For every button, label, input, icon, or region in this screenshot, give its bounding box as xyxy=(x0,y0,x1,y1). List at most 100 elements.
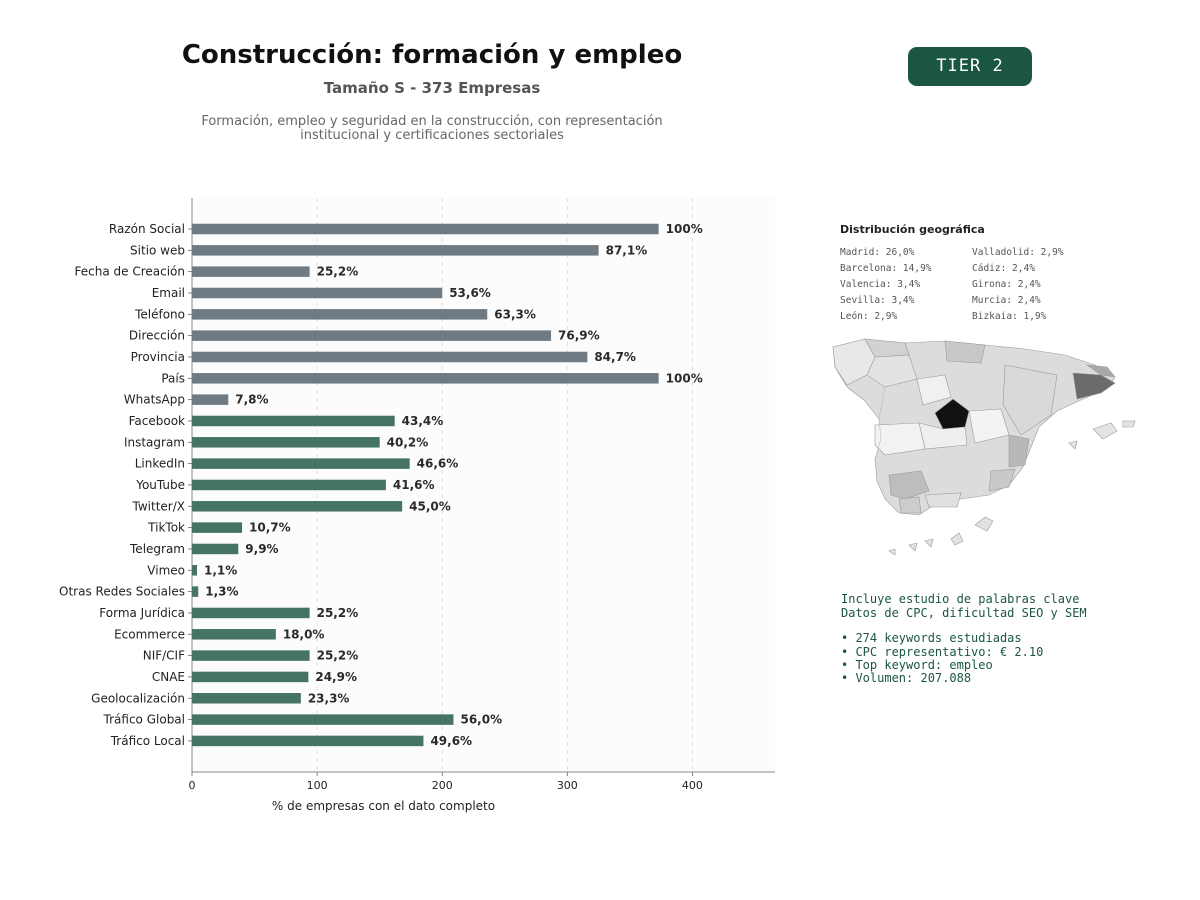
category-label: Fecha de Creación xyxy=(75,265,185,279)
x-tick-label: 200 xyxy=(432,779,453,792)
data-label: 49,6% xyxy=(430,734,472,748)
description-line-1: Formación, empleo y seguridad en la cons… xyxy=(201,114,663,129)
keyword-bullet: • Top keyword: empleo xyxy=(841,658,993,672)
map-region-madrid xyxy=(934,398,970,430)
category-label: Twitter/X xyxy=(132,499,185,513)
x-axis-label: % de empresas con el dato completo xyxy=(272,799,495,813)
category-label: TikTok xyxy=(147,521,185,535)
category-label: Tráfico Global xyxy=(103,713,185,727)
category-label: Dirección xyxy=(129,329,185,343)
keyword-bullet: • 274 keywords estudiadas xyxy=(841,631,1022,645)
map-region-murcia xyxy=(988,468,1016,492)
map-region-portugal-border xyxy=(866,374,886,460)
category-label: País xyxy=(161,371,185,385)
bar xyxy=(192,287,443,299)
map-region-canarias-2 xyxy=(950,532,964,546)
bar xyxy=(192,415,395,427)
map-region-canarias-4 xyxy=(908,542,918,552)
map-region-pais-vasco xyxy=(944,340,986,364)
data-label: 100% xyxy=(666,371,703,385)
keyword-bullet: • CPC representativo: € 2.10 xyxy=(841,645,1044,659)
category-label: Tráfico Local xyxy=(110,734,185,748)
geo-item-valencia: Valencia: 3,4% xyxy=(840,279,921,290)
map-region-barcelona xyxy=(1072,372,1116,400)
bar xyxy=(192,650,310,661)
bar xyxy=(192,330,552,341)
data-label: 23,3% xyxy=(308,691,350,705)
bar xyxy=(192,565,198,576)
bar xyxy=(192,458,410,469)
data-label: 1,3% xyxy=(205,585,238,599)
map-region-malaga xyxy=(924,492,962,508)
spain-map xyxy=(832,338,1136,556)
map-region-canarias-1 xyxy=(974,516,994,532)
map-region-aragon xyxy=(1002,364,1058,436)
map-region-leon xyxy=(866,354,918,388)
bar xyxy=(192,607,310,619)
category-label: YouTube xyxy=(135,478,185,492)
category-label: CNAE xyxy=(152,670,185,684)
bar xyxy=(192,543,239,555)
bar xyxy=(192,671,309,683)
geo-item-sevilla: Sevilla: 3,4% xyxy=(840,295,915,306)
category-label: Otras Redes Sociales xyxy=(59,585,185,599)
category-label: Telegram xyxy=(129,542,185,556)
x-tick-label: 100 xyxy=(307,779,328,792)
data-label: 41,6% xyxy=(393,478,435,492)
bar xyxy=(192,479,386,491)
bar xyxy=(192,501,403,512)
data-label: 24,9% xyxy=(315,670,357,684)
bar xyxy=(192,629,276,640)
bar xyxy=(192,522,243,533)
map-region-menorca xyxy=(1122,420,1136,428)
keywords-line-2: Datos de CPC, dificultad SEO y SEM xyxy=(841,606,1087,620)
data-label: 25,2% xyxy=(317,606,359,620)
bar xyxy=(192,309,488,320)
page-title: Construcción: formación y empleo xyxy=(181,40,683,70)
bar xyxy=(192,735,424,747)
category-label: Razón Social xyxy=(109,222,185,236)
geo-title: Distribución geográfica xyxy=(840,223,985,236)
map-region-valladolid xyxy=(916,374,952,406)
data-label: 25,2% xyxy=(317,649,359,663)
bar xyxy=(192,714,454,725)
data-label: 63,3% xyxy=(494,307,536,321)
x-tick-label: 0 xyxy=(189,779,196,792)
data-label: 45,0% xyxy=(409,499,451,513)
bar xyxy=(192,586,199,597)
data-label: 40,2% xyxy=(387,435,429,449)
category-label: Email xyxy=(152,286,185,300)
map-region-extremadura xyxy=(874,422,926,456)
category-label: Teléfono xyxy=(134,307,185,321)
x-tick-label: 300 xyxy=(557,779,578,792)
map-region-ibiza xyxy=(1068,440,1078,450)
geo-item-girona: Girona: 2,4% xyxy=(972,279,1041,290)
category-label: Facebook xyxy=(129,414,185,428)
bar xyxy=(192,351,588,363)
category-label: Forma Jurídica xyxy=(99,606,185,620)
tier-badge: TIER 2 xyxy=(908,47,1032,86)
data-label: 46,6% xyxy=(417,457,459,471)
keyword-bullet: • Volumen: 207.088 xyxy=(841,671,972,685)
geo-item-bizkaia: Bizkaia: 1,9% xyxy=(972,311,1047,322)
data-label: 53,6% xyxy=(449,286,491,300)
map-region-girona xyxy=(1085,364,1116,378)
geo-item-cadiz: Cádiz: 2,4% xyxy=(972,263,1035,274)
category-label: Geolocalización xyxy=(91,691,185,705)
geo-item-madrid: Madrid: 26,0% xyxy=(840,247,915,258)
geo-item-valladolid: Valladolid: 2,9% xyxy=(972,247,1064,258)
map-region-mallorca xyxy=(1092,422,1118,440)
bar xyxy=(192,693,301,704)
geo-item-barcelona: Barcelona: 14,9% xyxy=(840,263,932,274)
page-description: Formación, empleo y seguridad en la cons… xyxy=(132,115,732,143)
map-region-sevilla xyxy=(888,470,930,500)
category-label: Vimeo xyxy=(147,563,185,577)
bar xyxy=(192,437,380,448)
keywords-line-1: Incluye estudio de palabras clave xyxy=(841,592,1080,606)
bar xyxy=(192,373,659,384)
category-label: Instagram xyxy=(124,435,185,449)
bar xyxy=(192,245,599,256)
x-tick-label: 400 xyxy=(682,779,703,792)
map-region-cadiz xyxy=(898,496,922,514)
